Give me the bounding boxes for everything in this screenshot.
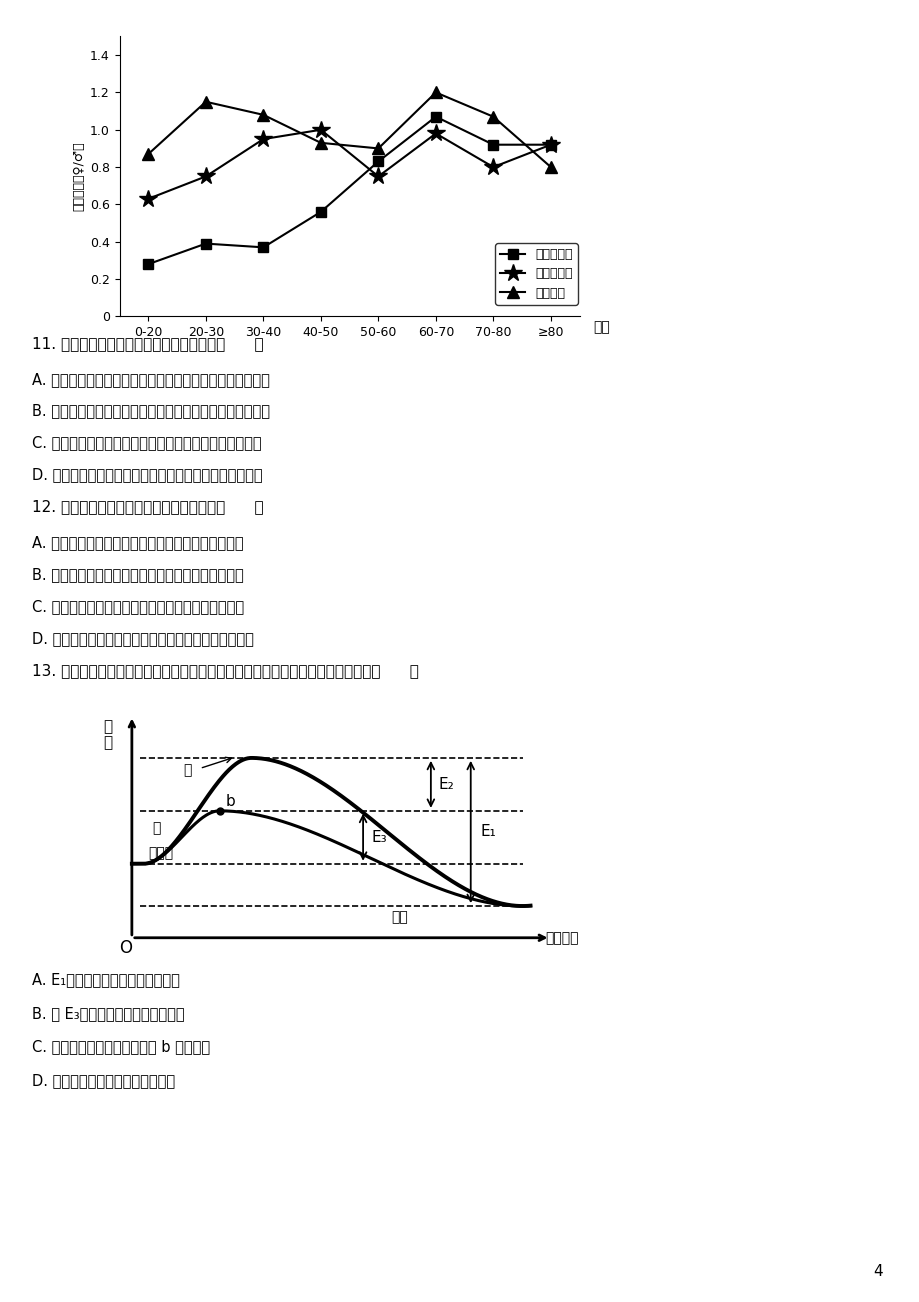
岛屿小种群 (315, 204, 326, 220)
岛屿小种群 (200, 236, 211, 251)
Text: C. 黄连木种群的性别比例随着种群个体数量的增加而下降: C. 黄连木种群的性别比例随着种群个体数量的增加而下降 (32, 435, 262, 450)
岛屿大种群 (430, 126, 441, 142)
Text: 反应物: 反应物 (148, 846, 173, 861)
Text: O: O (119, 939, 132, 957)
Text: B. 小种群黄连木随时间变化出生率不变，种群数量基本稳定: B. 小种群黄连木随时间变化出生率不变，种群数量基本稳定 (32, 404, 270, 419)
Text: A. 大种群黄连木的年龄结构为衰退型，未来的种群数量减少: A. 大种群黄连木的年龄结构为衰退型，未来的种群数量减少 (32, 372, 270, 387)
Text: b: b (225, 794, 235, 809)
大陆种群 (372, 141, 383, 156)
岛屿大种群 (257, 132, 268, 147)
岛屿小种群 (372, 154, 383, 169)
岛屿大种群 (487, 159, 498, 174)
Text: D. 据图分析该化学反应为吸能反应: D. 据图分析该化学反应为吸能反应 (32, 1073, 176, 1088)
岛屿小种群 (257, 240, 268, 255)
Text: A. E₁表示酶催化反应所需的活化能: A. E₁表示酶催化反应所需的活化能 (32, 971, 180, 987)
Text: 11. 下列关于黄连木种群的叙述，正确的是（      ）: 11. 下列关于黄连木种群的叙述，正确的是（ ） (32, 336, 264, 352)
大陆种群 (142, 146, 153, 161)
大陆种群 (545, 159, 556, 174)
Text: 量: 量 (103, 736, 112, 751)
Text: 产物: 产物 (391, 910, 407, 924)
岛屿大种群 (372, 169, 383, 185)
大陆种群 (257, 107, 268, 122)
Legend: 岛屿小种群, 岛屿大种群, 大陆种群: 岛屿小种群, 岛屿大种群, 大陆种群 (495, 243, 577, 305)
Line: 岛屿小种群: 岛屿小种群 (143, 112, 555, 270)
Text: 乙: 乙 (152, 822, 160, 836)
Text: D. 小种群黄连木的性别比例波动幅度较大种群黄连木的大: D. 小种群黄连木的性别比例波动幅度较大种群黄连木的大 (32, 467, 263, 483)
Text: E₂: E₂ (438, 777, 454, 792)
Line: 岛屿大种群: 岛屿大种群 (139, 121, 560, 208)
Text: D. 该群落具有复杂的水平结构和明显的季节性变化有关: D. 该群落具有复杂的水平结构和明显的季节性变化有关 (32, 630, 254, 646)
Text: 4: 4 (873, 1263, 882, 1279)
岛屿大种群 (315, 122, 326, 138)
Text: 反应进程: 反应进程 (545, 931, 579, 945)
Text: E₁: E₁ (481, 824, 496, 840)
Line: 大陆种群: 大陆种群 (142, 87, 556, 173)
Text: C. 新增留鸟与群落中原有鸟类的生态位不会发生重叠: C. 新增留鸟与群落中原有鸟类的生态位不会发生重叠 (32, 599, 244, 615)
Text: B. 人造林改变了群落演替的方向并增加了生物多样性: B. 人造林改变了群落演替的方向并增加了生物多样性 (32, 566, 244, 582)
Text: C. 若将酶改为无机催化剂，则 b 点应上移: C. 若将酶改为无机催化剂，则 b 点应上移 (32, 1039, 210, 1055)
大陆种群 (487, 109, 498, 125)
Text: A. 不同海拔出现不同类型的植被属于群落的垂直结构: A. 不同海拔出现不同类型的植被属于群落的垂直结构 (32, 535, 244, 551)
大陆种群 (315, 135, 326, 151)
岛屿小种群 (430, 109, 441, 125)
大陆种群 (430, 85, 441, 100)
岛屿小种群 (142, 256, 153, 272)
大陆种群 (200, 94, 211, 109)
Text: 12. 下列关于千岛湖群落的叙述，正确的是（      ）: 12. 下列关于千岛湖群落的叙述，正确的是（ ） (32, 499, 264, 514)
岛屿小种群 (487, 137, 498, 152)
岛屿小种群 (545, 137, 556, 152)
Text: E₃: E₃ (370, 829, 386, 845)
Text: B. 若 E₃越大，则酶的催化效率越高: B. 若 E₃越大，则酶的催化效率越高 (32, 1005, 185, 1021)
Text: 甲: 甲 (183, 763, 191, 777)
Y-axis label: 性别比例（♀/♂）: 性别比例（♀/♂） (73, 142, 85, 211)
岛屿大种群 (545, 137, 556, 152)
Text: 13. 无酶和有酶条件下某化学反应的能量变化如图所示。下列叙述正确的是反应物（      ）: 13. 无酶和有酶条件下某化学反应的能量变化如图所示。下列叙述正确的是反应物（ … (32, 663, 419, 678)
岛屿大种群 (200, 169, 211, 185)
Text: 年龄: 年龄 (593, 320, 609, 335)
岛屿大种群 (142, 191, 153, 207)
Text: 能: 能 (103, 719, 112, 734)
